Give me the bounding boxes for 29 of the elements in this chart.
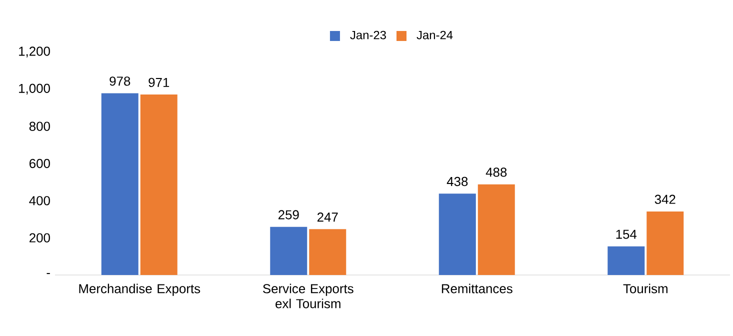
- data-label: 259: [278, 210, 299, 220]
- y-tick-label: -: [46, 273, 50, 274]
- data-label: 438: [446, 176, 468, 186]
- legend-label: Jan-23: [350, 30, 386, 40]
- bar: [478, 184, 515, 275]
- data-label: 247: [317, 212, 338, 222]
- y-tick-label: 1,000: [19, 84, 50, 95]
- bar: [608, 246, 645, 275]
- bar: [646, 211, 684, 275]
- bar: [140, 94, 178, 275]
- x-tick-label: Tourism: [623, 284, 668, 294]
- y-tick-label: 800: [29, 122, 50, 131]
- bar: [438, 194, 476, 275]
- bar: [101, 93, 138, 275]
- data-label: 342: [654, 194, 676, 204]
- data-label: 978: [110, 76, 130, 86]
- y-tick-label: 1,200: [19, 46, 50, 58]
- bar: [309, 229, 346, 275]
- x-tick-label: Service Exports exl Tourism: [263, 284, 354, 308]
- data-label: 488: [486, 168, 507, 177]
- y-tick-label: 400: [29, 196, 50, 206]
- y-tick-label: 200: [30, 233, 50, 242]
- data-label: 971: [148, 78, 170, 88]
- x-tick-label: Remittances: [442, 284, 512, 294]
- legend-label: Jan-24: [416, 30, 453, 40]
- bar: [270, 226, 308, 275]
- x-tick-label: Merchandise Exports: [79, 284, 200, 296]
- y-tick-label: 600: [30, 158, 50, 168]
- data-label: 154: [616, 230, 637, 239]
